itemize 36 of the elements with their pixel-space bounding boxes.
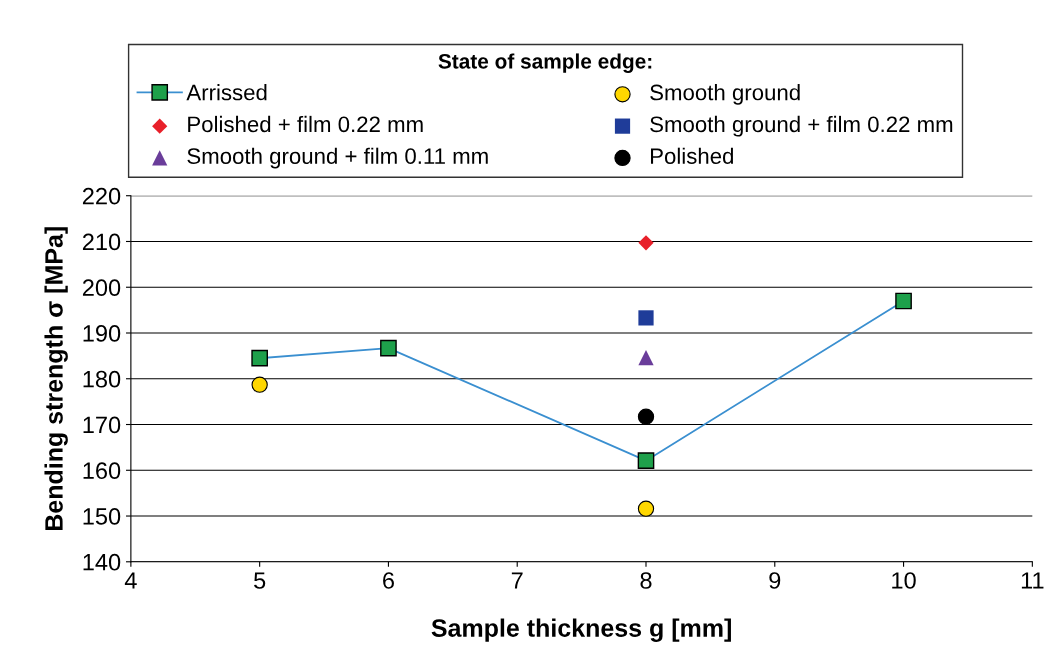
point [637, 452, 655, 469]
point [251, 376, 268, 393]
legend-title: State of sample edge: [438, 53, 652, 73]
y-axis-title: Bending strength σ [MPa] [44, 227, 68, 531]
x-tick-label: 7 [511, 572, 523, 589]
point [638, 310, 654, 326]
x-tick-label: 11 [1021, 572, 1044, 589]
point [251, 349, 268, 367]
x-tick-label: 4 [124, 572, 137, 589]
legend-label: Polished [651, 147, 733, 165]
y-tick-label: 180 [83, 370, 121, 388]
legend-label: Smooth ground + film 0.22 mm [650, 115, 953, 137]
x-tick-label: 5 [254, 572, 266, 589]
point [895, 292, 912, 310]
point [637, 408, 655, 425]
legend-label: Polished + film 0.22 mm [188, 115, 423, 133]
y-tick-label: 190 [83, 325, 121, 342]
point [637, 500, 655, 517]
legend-label: Smooth ground + film 0.11 mm [187, 147, 488, 169]
legend-label: Smooth ground [650, 84, 800, 105]
x-axis-title: Sample thickness g [mm] [431, 618, 731, 642]
y-tick-label: 140 [83, 553, 121, 571]
y-tick-label: 210 [82, 233, 121, 251]
x-tick-label: 6 [383, 572, 394, 589]
y-tick-label: 200 [82, 279, 121, 297]
y-tick-label: 150 [83, 508, 121, 525]
x-tick-label: 8 [640, 572, 652, 589]
y-tick-label: 220 [82, 187, 121, 205]
x-tick-label: 10 [892, 572, 916, 589]
point [380, 339, 397, 357]
x-tick-label: 9 [769, 572, 781, 589]
point [638, 350, 654, 366]
legend-label: Arrissed [186, 84, 267, 101]
y-tick-label: 160 [83, 462, 121, 480]
y-tick-label: 170 [83, 416, 121, 434]
point [638, 235, 654, 251]
